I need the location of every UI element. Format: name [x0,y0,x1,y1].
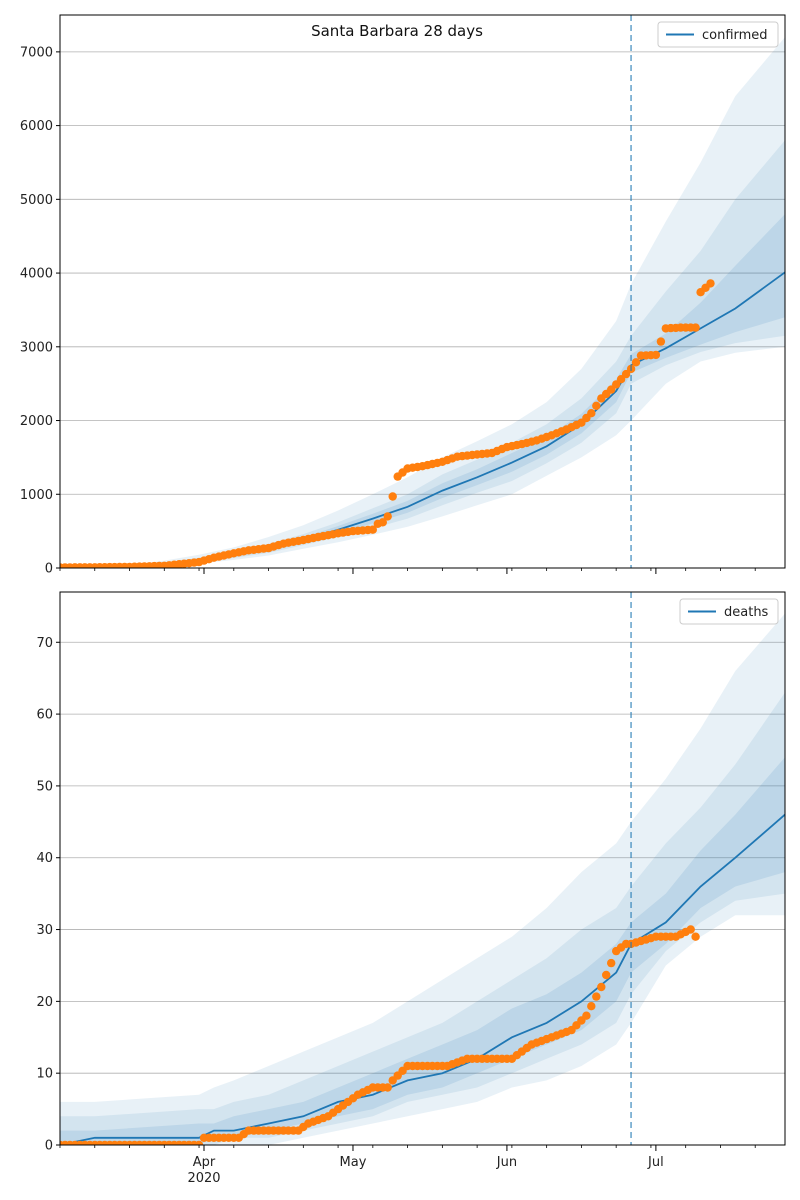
y-tick-label: 7000 [20,45,53,60]
observed-point [582,1011,591,1020]
chart-title: Santa Barbara 28 days [311,22,483,40]
observed-point [592,992,601,1001]
observed-point [686,925,695,934]
observed-point [602,970,611,980]
y-tick-label: 2000 [20,414,53,429]
y-tick-label: 50 [36,779,53,794]
x-tick-label: May [340,1155,367,1170]
observed-point [194,1140,204,1145]
legend-label: confirmed [702,28,768,43]
observed-point [621,369,631,379]
observed-point [597,982,606,992]
observed-point [587,409,596,418]
model-line [60,813,785,1145]
x-tick-label: Apr [193,1155,216,1170]
plot-area [60,613,785,1145]
confirmed-panel: 0 1000 2000 3000 4000 5000 6000 7000 confirmed [20,14,786,577]
confidence-band-middle [60,692,785,1145]
observed-point [607,385,616,394]
observed-point [691,932,700,941]
y-tick-label: 30 [36,923,53,938]
observed-point [656,337,666,346]
observed-point [378,518,387,527]
confidence-band-outer [60,613,785,1145]
observed-point [592,401,601,410]
observed-point [706,279,715,288]
y-tick-label: 6000 [20,119,53,134]
observed-point [383,512,392,521]
y-tick-label: 4000 [20,267,53,282]
y-tick-label: 0 [45,562,53,577]
y-tick-label: 1000 [20,488,53,503]
axes-frame [59,591,786,1146]
x-year-label: 2020 [187,1171,220,1186]
y-tick-label: 60 [36,708,53,723]
confidence-band-inner [60,214,785,568]
observed-point [691,323,700,332]
plot-area [60,37,785,568]
y-tick-label: 10 [36,1067,53,1082]
y-tick-label: 40 [36,851,53,866]
y-tick-label: 0 [45,1139,53,1154]
y-tick-label: 70 [36,636,53,651]
y-tick-label: 3000 [20,340,53,355]
observed-point [607,958,616,968]
y-tick-label: 20 [36,995,53,1010]
y-tick-label: 5000 [20,193,53,208]
axes-frame [59,14,786,569]
observed-point [368,525,377,534]
legend-box [657,21,779,48]
x-tick-label: Jun [496,1155,517,1170]
confidence-band-outer [60,37,785,568]
legend-box [679,598,779,625]
observed-point [651,350,661,360]
observed-point [383,1083,392,1092]
observed-point [631,358,641,367]
observed-point [587,1002,596,1011]
observed-point [388,492,397,501]
legend-label: deaths [724,605,769,620]
x-tick-label: Jul [647,1155,664,1170]
